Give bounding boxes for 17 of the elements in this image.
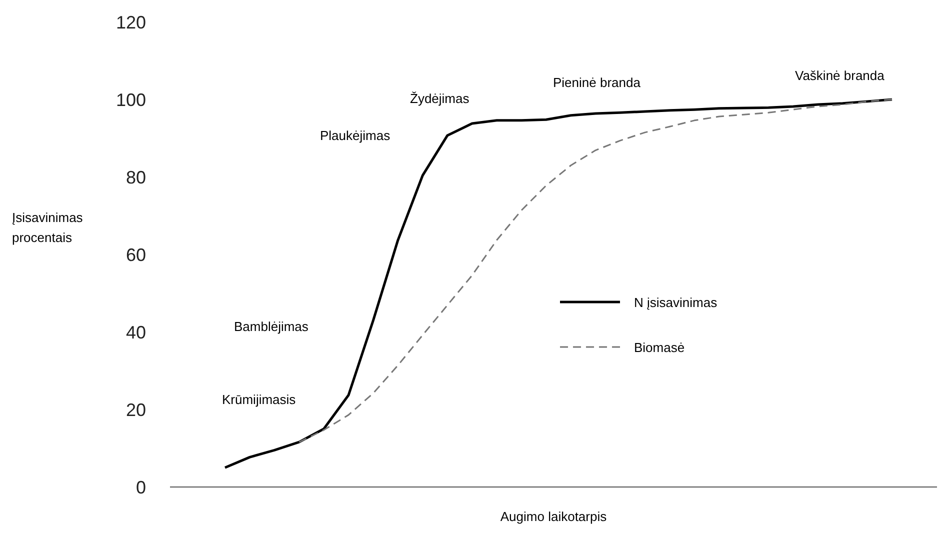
y-tick-label: 120 (116, 12, 146, 32)
x-axis-title: Augimo laikotarpis (500, 509, 608, 524)
y-tick-label: 80 (126, 167, 146, 188)
annotation: Pieninė branda (553, 75, 642, 90)
annotation: Bamblėjimas (234, 319, 309, 334)
y-tick-label: 20 (126, 400, 146, 420)
legend-label: N įsisavinimas (634, 295, 718, 310)
annotation: Krūmijimasis (222, 392, 296, 407)
y-axis-title: Įsisavinimas procentais (12, 210, 84, 245)
annotation: Plaukėjimas (320, 128, 391, 143)
y-tick-label: 60 (126, 244, 146, 265)
legend-label: Biomasė (634, 340, 685, 355)
annotation: Žydėjimas (410, 91, 470, 106)
y-tick-label: 40 (126, 322, 146, 342)
y-tick-label: 0 (136, 477, 146, 498)
annotation: Vaškinė branda (795, 68, 886, 83)
y-tick-label: 100 (116, 90, 146, 110)
